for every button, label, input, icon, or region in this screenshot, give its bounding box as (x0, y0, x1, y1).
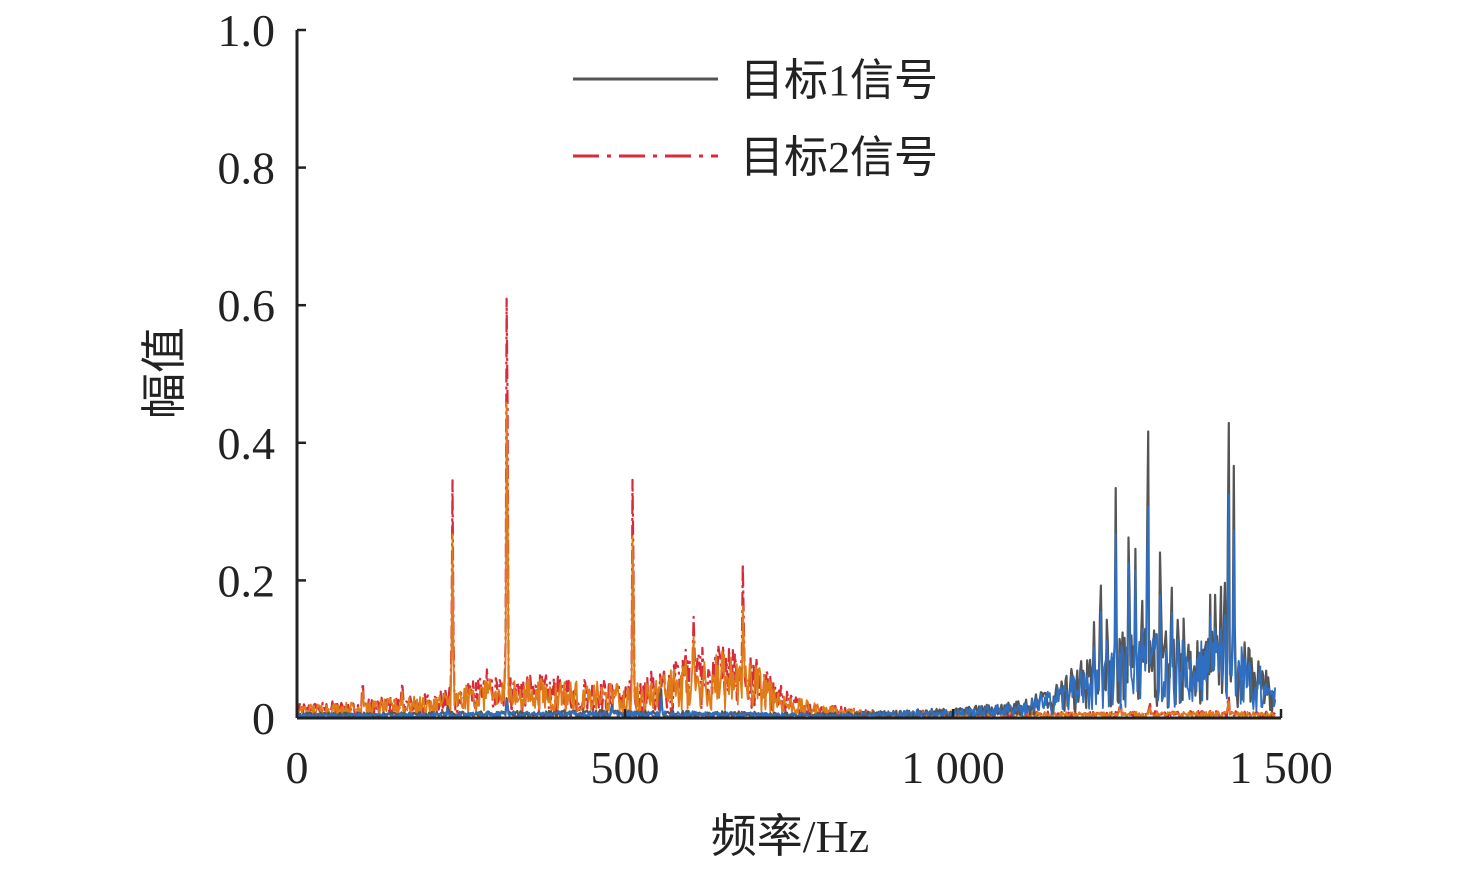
y-tick-label: 0.2 (218, 555, 276, 606)
x-tick-label: 0 (286, 742, 309, 793)
y-axis-title: 幅值 (139, 327, 190, 419)
x-tick-label: 1 000 (901, 742, 1005, 793)
x-tick-label: 500 (591, 742, 660, 793)
x-tick-label: 1 500 (1229, 742, 1333, 793)
y-tick-label: 0 (252, 693, 275, 744)
series-1 (296, 421, 1277, 719)
legend: 目标1信号 目标2信号 (573, 56, 938, 182)
legend-label-target2: 目标2信号 (740, 133, 938, 182)
y-tick-label: 0.8 (218, 143, 276, 194)
plot-area (295, 297, 1277, 719)
y-tick-label: 0.6 (218, 280, 276, 331)
axes: 0 0.2 0.4 0.6 0.8 1.0 0 500 1 000 1 500 (218, 5, 1333, 793)
series-2-trace-2 (296, 401, 1276, 719)
x-axis-title: 频率/Hz (711, 811, 869, 862)
y-tick-label: 1.0 (218, 5, 276, 56)
legend-label-target1: 目标1信号 (740, 56, 938, 105)
y-tick-label: 0.4 (218, 418, 276, 469)
series-1-trace-2 (296, 493, 1276, 719)
